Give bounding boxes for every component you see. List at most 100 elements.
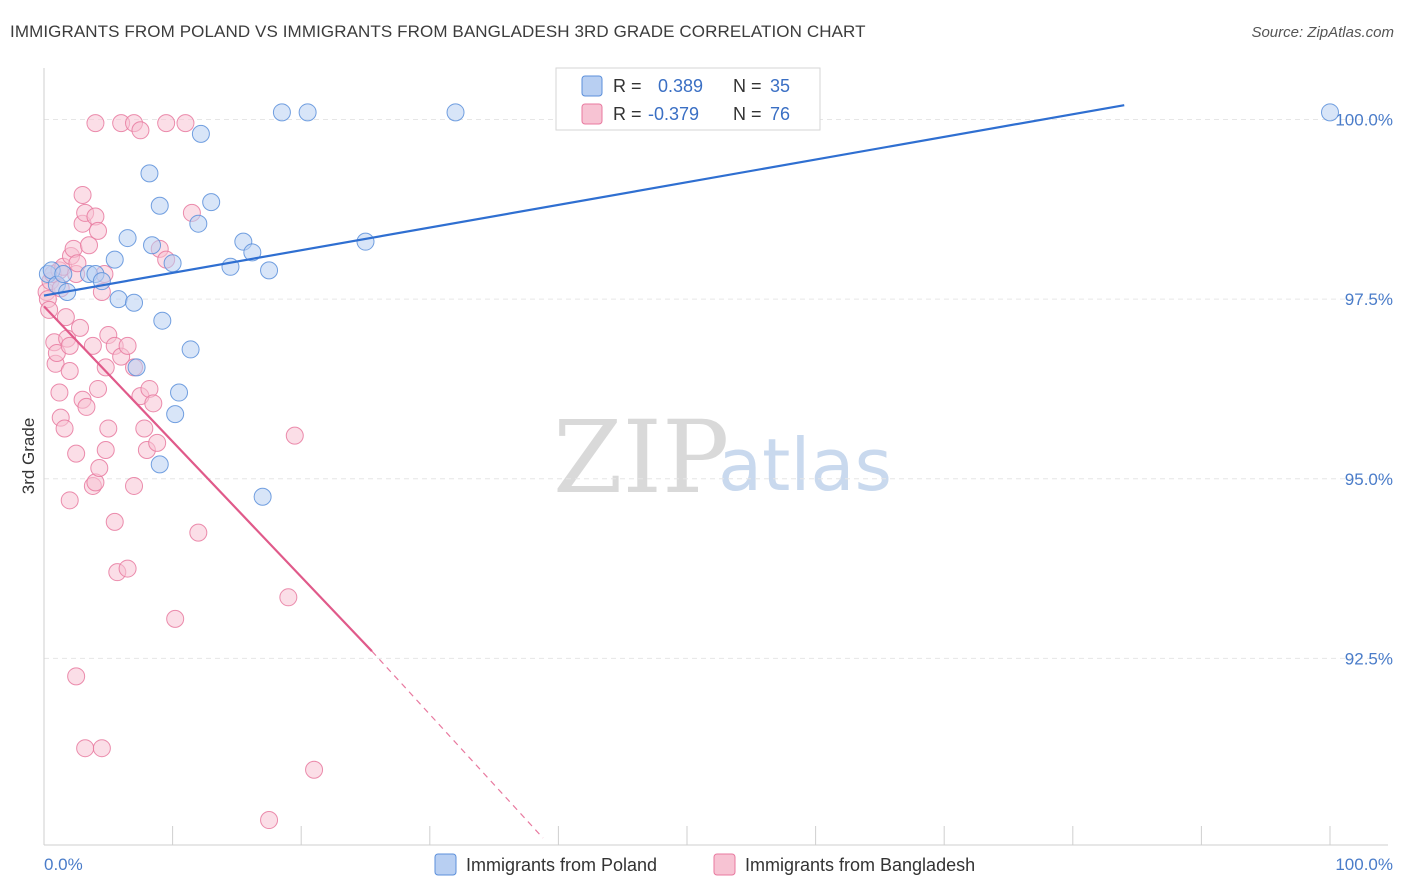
point-bangladesh [166, 609, 185, 628]
point-bangladesh [68, 254, 87, 273]
series-legend: Immigrants from Poland Immigrants from B… [434, 853, 975, 876]
point-bangladesh [131, 121, 150, 140]
point-bangladesh [90, 458, 109, 477]
point-poland [243, 243, 262, 262]
point-poland [163, 254, 182, 273]
legend-n-value-bangladesh: 76 [770, 104, 790, 124]
axes [43, 68, 1388, 846]
point-poland [153, 311, 172, 330]
x-ticks [43, 826, 1331, 845]
legend-swatch-bangladesh [581, 103, 603, 125]
point-bangladesh [96, 358, 115, 377]
point-poland [140, 164, 159, 183]
point-poland [260, 261, 279, 280]
trend-line-poland [43, 104, 1125, 297]
point-bangladesh [89, 221, 108, 240]
watermark-atlas: atlas [718, 423, 892, 507]
point-bangladesh [176, 114, 195, 133]
y-tick-labels: 92.5% 95.0% 97.5% 100.0% [1335, 111, 1393, 669]
point-bangladesh [105, 512, 124, 531]
stats-legend: R = 0.389 N = 35 R = -0.379 N = 76 [555, 67, 821, 131]
point-bangladesh [71, 318, 90, 337]
point-poland [166, 405, 185, 424]
point-bangladesh [285, 426, 304, 445]
legend-swatch-poland [581, 75, 603, 97]
gridlines [44, 119, 1388, 659]
point-bangladesh [76, 739, 95, 758]
chart-title: IMMIGRANTS FROM POLAND VS IMMIGRANTS FRO… [10, 22, 866, 41]
y-tick-label: 100.0% [1335, 111, 1393, 130]
point-bangladesh [73, 185, 92, 204]
point-poland [118, 229, 137, 248]
point-bangladesh [83, 336, 102, 355]
point-bangladesh [55, 419, 74, 438]
point-bangladesh [86, 114, 105, 133]
point-bangladesh [260, 811, 279, 830]
point-bangladesh [305, 760, 324, 779]
x-tick-label-min: 0.0% [44, 855, 83, 874]
y-tick-label: 95.0% [1345, 470, 1393, 489]
point-bangladesh [40, 300, 59, 319]
point-poland [356, 232, 375, 251]
series-legend-swatch-bangladesh [713, 853, 736, 876]
point-poland [272, 103, 291, 122]
point-poland [298, 103, 317, 122]
point-bangladesh [92, 739, 111, 758]
point-bangladesh [144, 394, 163, 413]
point-poland [143, 236, 162, 255]
point-poland [109, 290, 128, 309]
series-legend-swatch-poland [434, 853, 457, 876]
point-poland [170, 383, 189, 402]
legend-r-label-poland: R = [613, 76, 642, 96]
legend-r-value-bangladesh: -0.379 [648, 104, 699, 124]
point-bangladesh [56, 308, 75, 327]
point-poland [1321, 103, 1339, 122]
watermark-zip: ZIP [553, 399, 729, 516]
point-bangladesh [118, 336, 137, 355]
point-bangladesh [60, 361, 79, 380]
point-bangladesh [60, 336, 79, 355]
point-poland [54, 264, 73, 283]
point-poland [446, 103, 465, 122]
point-poland [253, 487, 272, 506]
point-bangladesh [67, 444, 86, 463]
point-bangladesh [118, 559, 137, 578]
y-tick-label: 97.5% [1345, 290, 1393, 309]
trend-line-bangladesh-extension [371, 650, 544, 839]
point-bangladesh [157, 114, 176, 133]
point-poland [105, 250, 124, 269]
point-bangladesh [96, 441, 115, 460]
point-poland [202, 193, 221, 212]
point-bangladesh [135, 419, 154, 438]
point-poland [150, 455, 169, 474]
legend-r-label-bangladesh: R = [613, 104, 642, 124]
y-axis-title: 3rd Grade [19, 418, 38, 495]
x-tick-label-max: 100.0% [1335, 855, 1393, 874]
point-poland [181, 340, 200, 359]
series-legend-label-bangladesh: Immigrants from Bangladesh [745, 855, 975, 875]
point-poland [127, 358, 146, 377]
point-bangladesh [189, 523, 208, 542]
point-bangladesh [99, 419, 118, 438]
series-legend-label-poland: Immigrants from Poland [466, 855, 657, 875]
point-poland [191, 124, 210, 143]
point-bangladesh [89, 379, 108, 398]
legend-n-label-poland: N = [733, 76, 762, 96]
point-bangladesh [279, 588, 298, 607]
point-bangladesh [60, 491, 79, 510]
legend-r-value-poland: 0.389 [658, 76, 703, 96]
point-poland [189, 214, 208, 233]
point-bangladesh [50, 383, 69, 402]
point-bangladesh [148, 433, 167, 452]
trend-lines [43, 104, 1125, 839]
series-poland-points [38, 103, 1339, 506]
point-bangladesh [125, 476, 144, 495]
legend-n-value-poland: 35 [770, 76, 790, 96]
point-poland [125, 293, 144, 312]
chart-source: Source: ZipAtlas.com [1251, 24, 1394, 41]
trend-line-bangladesh [43, 305, 373, 652]
series-bangladesh-points [37, 114, 324, 830]
y-tick-label: 92.5% [1345, 649, 1393, 668]
legend-n-label-bangladesh: N = [733, 104, 762, 124]
